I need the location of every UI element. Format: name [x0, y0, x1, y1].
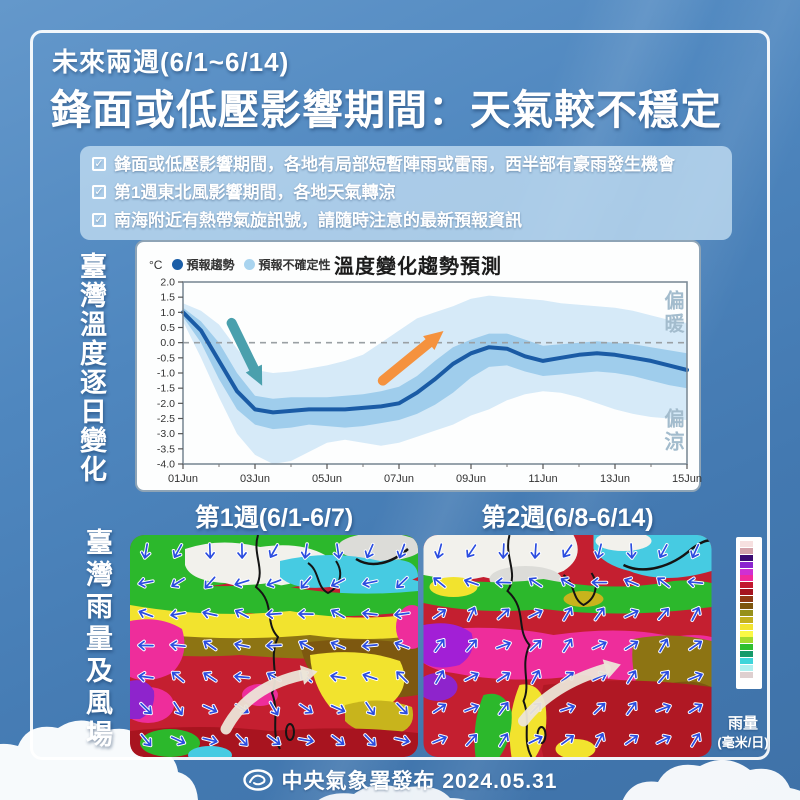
bullet-text: 南海附近有熱帶氣旋訊號，請隨時注意的最新預報資訊: [114, 211, 522, 230]
rainfall-colorbar: [736, 537, 762, 689]
svg-text:-0.5: -0.5: [157, 352, 175, 364]
colorbar-swatch: [740, 665, 753, 672]
chart-unit-label: °C: [149, 257, 163, 272]
bullet-item: ✓ 第1週東北風影響期間，各地天氣轉涼: [92, 180, 720, 206]
svg-text:1.5: 1.5: [160, 292, 175, 304]
colorbar-swatch: [740, 547, 753, 554]
bullet-text: 鋒面或低壓影響期間，各地有局部短暫陣雨或雷雨，西半部有豪雨發生機會: [114, 155, 675, 174]
svg-text:03Jun: 03Jun: [240, 473, 270, 485]
colorbar-swatch: [740, 568, 753, 575]
colorbar-title: 雨量: [727, 715, 758, 732]
footer-text: 中央氣象署發布 2024.05.31: [281, 770, 558, 793]
colorbar-swatch: [740, 589, 753, 596]
colorbar-swatch: [740, 644, 753, 651]
svg-text:2.0: 2.0: [160, 277, 175, 289]
colorbar-swatch: [740, 603, 753, 610]
checkbox-icon: ✓: [92, 185, 106, 199]
legend-item-trend: 預報趨勢: [172, 256, 234, 273]
section-title-temperature: 臺灣溫度逐日變化: [76, 252, 106, 484]
colorbar-swatch: [740, 609, 753, 616]
checkbox-icon: ✓: [92, 213, 106, 227]
colorbar-swatch: [740, 596, 753, 603]
svg-text:09Jun: 09Jun: [456, 473, 486, 485]
summary-bullet-box: ✓ 鋒面或低壓影響期間，各地有局部短暫陣雨或雷雨，西半部有豪雨發生機會 ✓ 第1…: [80, 146, 732, 240]
svg-text:1.0: 1.0: [160, 307, 175, 319]
chart-legend: °C 預報趨勢 預報不確定性: [149, 256, 331, 273]
colorbar-swatch: [740, 616, 753, 623]
uncertainty-legend-dot-icon: [244, 259, 256, 270]
page-title: 鋒面或低壓影響期間：天氣較不穩定: [50, 87, 722, 133]
colorbar-swatch: [740, 651, 753, 658]
colorbar-swatch: [740, 561, 753, 568]
svg-text:07Jun: 07Jun: [384, 473, 414, 485]
svg-text:-3.5: -3.5: [157, 443, 175, 455]
svg-text:-4.0: -4.0: [157, 459, 175, 471]
week1-label: 第1週(6/1-6/7): [194, 504, 354, 532]
svg-text:13Jun: 13Jun: [600, 473, 630, 485]
svg-text:15Jun: 15Jun: [672, 473, 702, 485]
colorbar-swatch: [740, 678, 753, 685]
rain-wind-map-week2: [423, 535, 712, 757]
rain-wind-map-week1: [130, 535, 418, 757]
warm-side-label: 偏暖: [661, 290, 683, 336]
svg-text:05Jun: 05Jun: [312, 473, 342, 485]
svg-text:-3.0: -3.0: [157, 428, 175, 440]
colorbar-swatch: [740, 582, 753, 589]
trend-legend-dot-icon: [172, 259, 184, 270]
svg-text:0.5: 0.5: [160, 322, 175, 334]
legend-item-uncertainty: 預報不確定性: [244, 256, 331, 273]
content-frame: [30, 30, 770, 760]
chart-title: 溫度變化趨勢預測: [334, 256, 502, 278]
footer: 中央氣象署發布 2024.05.31: [0, 764, 800, 796]
section-title-rain-wind: 臺灣雨量及風場: [82, 528, 112, 752]
svg-text:0.0: 0.0: [160, 337, 175, 349]
colorbar-unit: (毫米/日): [717, 735, 769, 750]
colorbar-swatch: [740, 658, 753, 665]
bullet-text: 第1週東北風影響期間，各地天氣轉涼: [114, 183, 396, 202]
svg-text:-1.0: -1.0: [157, 368, 175, 380]
colorbar-swatch: [740, 637, 753, 644]
subtitle-period: 未來兩週(6/1~6/14): [52, 47, 290, 77]
colorbar-swatch: [740, 623, 753, 630]
temperature-trend-plot: 2.0 1.5 1.0 0.5 0.0 -0.5 -1.0 -1.5 -2.0 -2.5 -3.0 -…: [157, 277, 702, 486]
svg-text:-1.5: -1.5: [157, 383, 175, 395]
bullet-item: ✓ 南海附近有熱帶氣旋訊號，請隨時注意的最新預報資訊: [92, 208, 720, 234]
bullet-item: ✓ 鋒面或低壓影響期間，各地有局部短暫陣雨或雷雨，西半部有豪雨發生機會: [92, 152, 720, 178]
colorbar-swatch: [740, 630, 753, 637]
colorbar-swatch: [740, 554, 753, 561]
svg-text:-2.0: -2.0: [157, 398, 175, 410]
svg-text:-2.5: -2.5: [157, 413, 175, 425]
cool-side-label: 偏涼: [661, 408, 683, 454]
colorbar-swatch: [740, 671, 753, 678]
svg-text:11Jun: 11Jun: [528, 473, 557, 485]
temperature-trend-panel: 2.0 1.5 1.0 0.5 0.0 -0.5 -1.0 -1.5 -2.0 -2.5 -3.0 -…: [135, 240, 702, 492]
rainfall-colorbar-label: 雨量 (毫米/日): [708, 714, 778, 752]
colorbar-swatch: [740, 575, 753, 582]
cwa-logo-icon: [242, 769, 273, 791]
week2-label: 第2週(6/8-6/14): [481, 504, 654, 532]
checkbox-icon: ✓: [92, 157, 106, 171]
svg-text:01Jun: 01Jun: [168, 473, 198, 485]
colorbar-swatch: [740, 541, 753, 547]
